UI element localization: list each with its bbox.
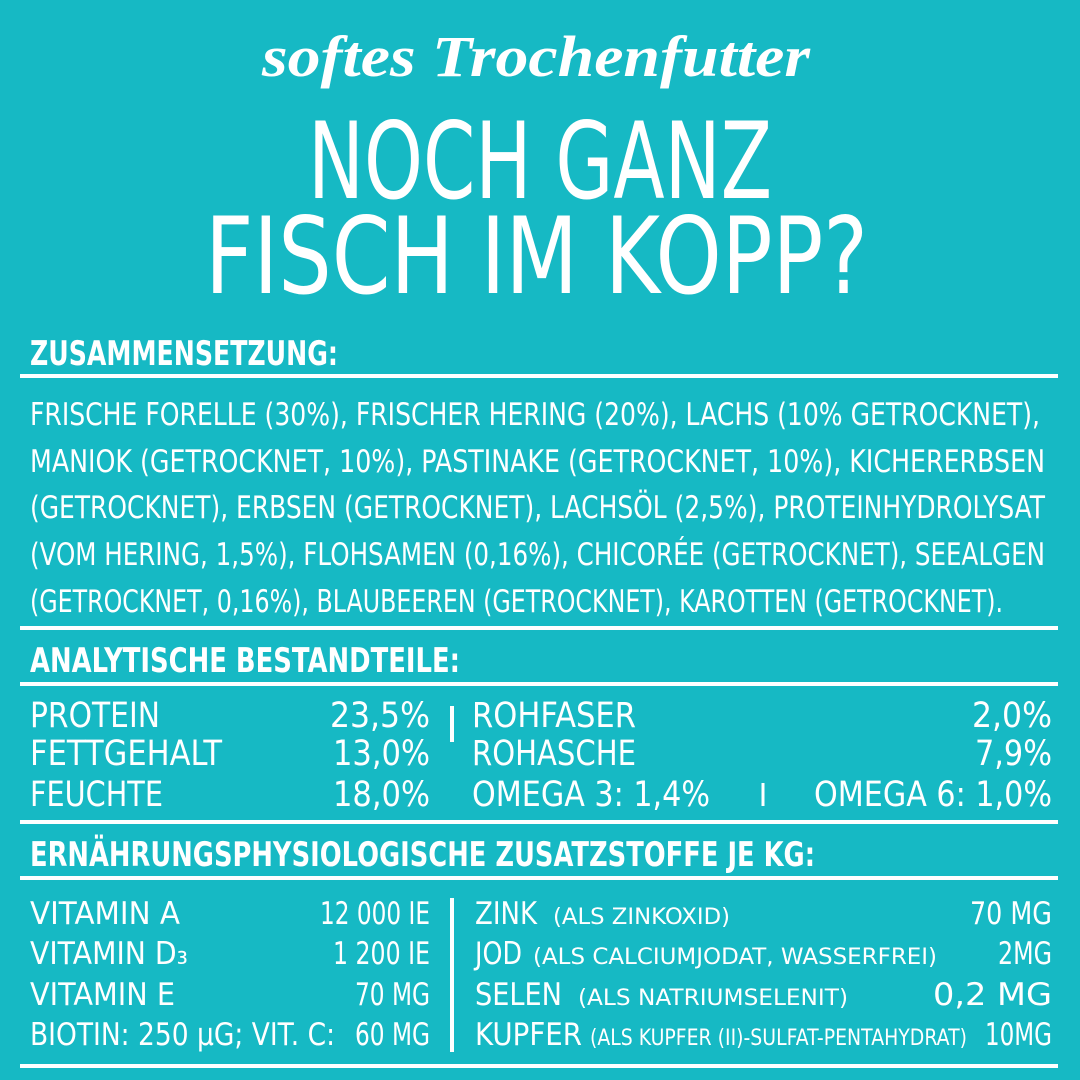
additive-label: SELEN — [475, 977, 562, 1013]
nutrient-value: 7,9% — [975, 734, 1052, 774]
additive-label: ZINK — [475, 896, 538, 932]
nutrient-label: FETTGEHALT — [30, 734, 223, 774]
omega-value: OMEGA 6: 1,0% — [814, 775, 1052, 815]
additive-value: 70 MG — [970, 896, 1052, 932]
composition-line: (GETROCKNET), ERBSEN (GETROCKNET), LACHS… — [30, 489, 1046, 526]
additive-value: 2MG — [998, 936, 1052, 972]
additive-value: 0,2 MG — [933, 977, 1052, 1013]
additive-value: 1 200 IE — [333, 936, 430, 972]
additive-value: 10MG — [985, 1017, 1052, 1053]
additive-label: BIOTIN: 250 µG; VIT. C: — [30, 1017, 335, 1053]
omega-value: OMEGA 3: 1,4% — [472, 775, 710, 815]
nutrient-value: 23,5% — [330, 696, 430, 736]
additive-label: JOD — [473, 936, 522, 972]
composition-line: (GETROCKNET, 0,16%), BLAUBEEREN (GETROCK… — [30, 584, 1003, 620]
nutrient-label: FEUCHTE — [30, 775, 163, 815]
section-heading: ERNÄHRUNGSPHYSIOLOGISCHE ZUSATZSTOFFE JE… — [30, 834, 815, 875]
additive-label: VITAMIN E — [30, 977, 175, 1013]
additive-value: 12 000 IE — [320, 896, 430, 932]
tagline: softes Trochenfutter — [261, 24, 811, 89]
nutrient-value: 13,0% — [333, 734, 430, 774]
section-heading: ZUSAMMENSETZUNG: — [30, 334, 338, 374]
nutrient-label: PROTEIN — [30, 696, 160, 736]
additive-note: (ALS ZINKOXID) — [553, 905, 730, 930]
additive-note: (ALS NATRIUMSELENIT) — [578, 986, 848, 1011]
additive-label: VITAMIN D₃ — [30, 936, 188, 972]
composition-line: (VOM HERING, 1,5%), FLOHSAMEN (0,16%), C… — [30, 537, 1045, 573]
additive-label: KUPFER — [475, 1017, 582, 1053]
nutrient-label: ROHASCHE — [472, 734, 636, 774]
additive-value: 70 MG — [355, 977, 430, 1013]
additive-note: (ALS KUPFER (II)-SULFAT-PENTAHYDRAT) — [590, 1026, 967, 1051]
composition-line: MANIOK (GETROCKNET, 10%), PASTINAKE (GET… — [30, 444, 1045, 480]
composition-line: FRISCHE FORELLE (30%), FRISCHER HERING (… — [30, 397, 1040, 433]
headline: FISCH IM KOPP? — [205, 195, 868, 318]
section-heading: ANALYTISCHE BESTANDTEILE: — [30, 641, 460, 681]
additive-note: (ALS CALCIUMJODAT, WASSERFREI) — [533, 945, 937, 970]
nutrient-value: 18,0% — [333, 775, 430, 815]
headline: NOCH GANZ — [308, 100, 772, 223]
nutrient-value: 2,0% — [972, 696, 1052, 736]
nutrient-label: ROHFASER — [472, 696, 636, 736]
additive-value: 60 MG — [355, 1017, 430, 1053]
additive-label: VITAMIN A — [30, 896, 180, 932]
